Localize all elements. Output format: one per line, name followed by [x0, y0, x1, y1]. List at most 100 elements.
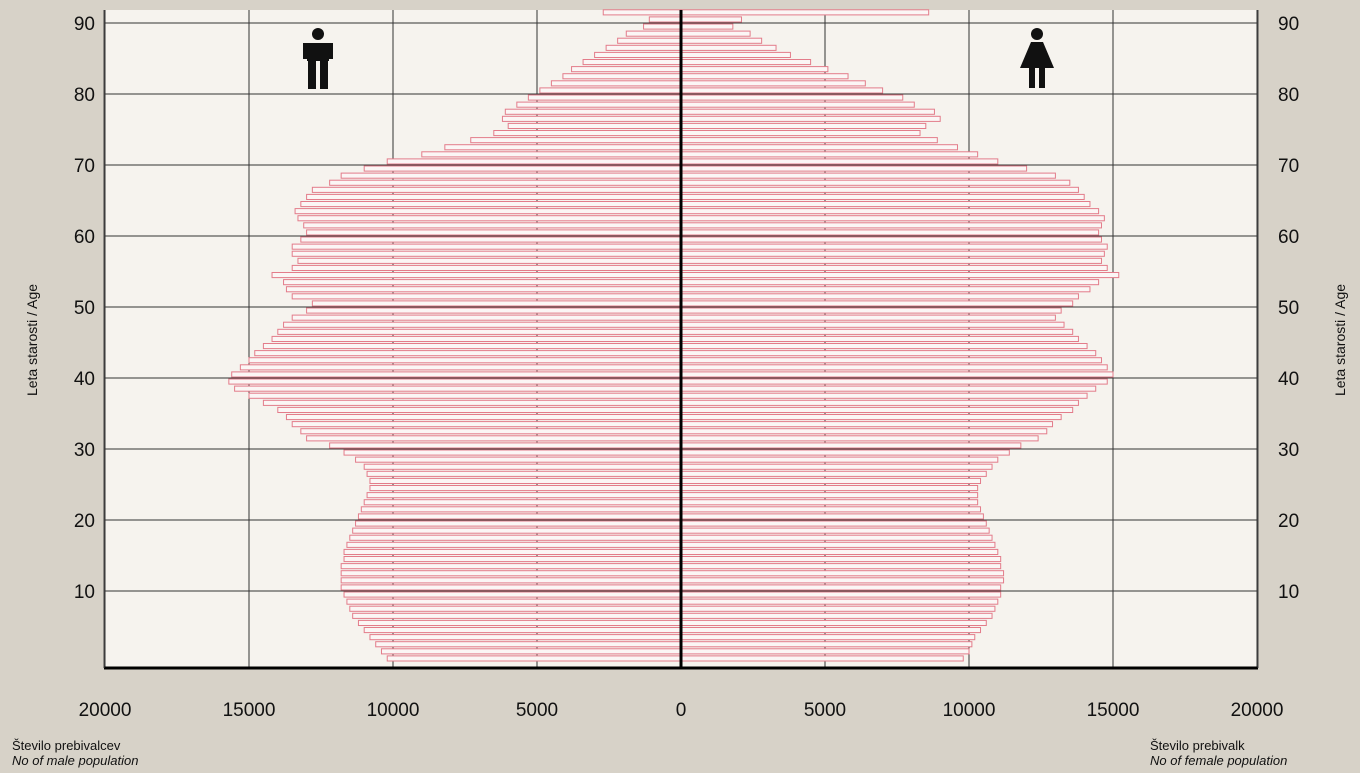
female-bar-age-57 [680, 250, 1105, 257]
male-bar-age-79 [527, 94, 682, 101]
female-bar-age-36 [680, 399, 1079, 406]
male-bar-age-84 [582, 59, 682, 66]
male-bar-age-74 [493, 130, 682, 137]
female-bar-age-56 [680, 257, 1102, 264]
y-tick-label-right: 30 [1278, 440, 1299, 461]
male-bar-age-44 [262, 343, 682, 350]
female-bar-age-86 [680, 44, 777, 51]
male-bar-age-75 [507, 122, 682, 130]
male-bar-age-55 [291, 264, 682, 271]
female-bar-age-69 [680, 165, 1028, 172]
male-bar-age-11 [340, 577, 682, 584]
male-bar-age-37 [248, 392, 682, 399]
female-bar-age-11 [680, 577, 1005, 584]
female-bar-age-49 [680, 307, 1062, 314]
male-bar-age-67 [329, 179, 682, 186]
male-bar-age-50 [311, 300, 682, 307]
male-bar-age-8 [346, 598, 682, 605]
female-bar-age-26 [680, 470, 987, 477]
male-bar-age-69 [363, 165, 682, 172]
male-bar-age-2 [375, 641, 682, 648]
male-bar-age-58 [291, 243, 682, 250]
y-tick-label-left: 90 [74, 14, 95, 35]
female-bar-age-24 [680, 485, 979, 492]
gender-icons [303, 28, 1054, 89]
female-bar-age-40 [680, 371, 1114, 378]
female-bar-age-54 [680, 272, 1120, 279]
tick-labels: 20000 15000 10000 5000 0 5000 10000 15000 20000 1… [74, 14, 1299, 721]
female-bar-age-64 [680, 201, 1091, 208]
female-bar-age-88 [680, 30, 751, 37]
male-caption-sl: Število prebivalcev [12, 738, 121, 753]
male-bar-age-66 [311, 186, 682, 193]
female-bar-age-52 [680, 286, 1091, 293]
male-bar-age-56 [297, 257, 682, 264]
female-bar-age-37 [680, 392, 1088, 399]
y-tick-label-left: 70 [74, 156, 95, 177]
male-bar-age-68 [340, 172, 682, 179]
female-bar-age-70 [680, 158, 999, 165]
y-axis-title-right: Leta starosti / Age [1332, 284, 1348, 396]
male-bar-age-34 [285, 414, 682, 421]
male-bar-age-42 [248, 357, 682, 364]
male-bar-age-15 [343, 548, 682, 556]
male-bar-age-35 [277, 406, 682, 413]
male-bar-age-76 [501, 115, 682, 122]
female-bar-age-47 [680, 321, 1065, 328]
male-bar-age-73 [470, 137, 682, 144]
female-bar-age-23 [680, 492, 979, 499]
female-bar-age-67 [680, 179, 1071, 186]
female-bar-age-15 [680, 548, 999, 556]
female-bar-age-21 [680, 506, 982, 513]
female-bar-age-55 [680, 264, 1108, 271]
female-bar-age-7 [680, 605, 996, 612]
y-tick-label-left: 50 [74, 298, 95, 319]
female-bar-age-85 [680, 51, 791, 59]
female-bar-age-17 [680, 534, 993, 541]
male-bar-age-26 [366, 470, 682, 477]
y-tick-label-left: 80 [74, 85, 95, 106]
male-bar-age-88 [625, 30, 682, 37]
male-bar-age-41 [239, 364, 682, 371]
male-bar-age-14 [343, 556, 682, 563]
male-bar-age-46 [277, 328, 682, 335]
x-tick-label: 20000 [79, 700, 132, 721]
female-bar-age-42 [680, 357, 1102, 364]
female-bar-age-3 [680, 634, 976, 641]
female-bar-age-4 [680, 627, 982, 634]
female-bar-age-63 [680, 208, 1100, 215]
male-bar-age-10 [340, 584, 682, 591]
x-tick-label: 15000 [223, 700, 276, 721]
male-bar-age-57 [291, 250, 682, 257]
male-bar-age-36 [262, 399, 682, 406]
male-bar-age-16 [346, 541, 682, 548]
male-bar-age-48 [291, 314, 682, 321]
male-bar-age-62 [297, 215, 682, 222]
male-bar-age-28 [355, 456, 682, 463]
male-bar-age-40 [231, 371, 682, 378]
female-bar-age-89 [680, 23, 734, 30]
female-bar-age-68 [680, 172, 1056, 179]
male-bar-age-13 [340, 563, 682, 570]
male-bar-age-71 [421, 151, 682, 158]
male-bar-age-20 [357, 513, 682, 520]
female-bar-age-77 [680, 108, 935, 115]
male-bar-age-63 [294, 208, 682, 215]
male-bar-age-89 [643, 23, 682, 30]
male-bar-age-51 [291, 293, 682, 300]
female-bar-age-60 [680, 229, 1100, 236]
female-bar-age-76 [680, 115, 941, 122]
female-bar-age-10 [680, 584, 1002, 591]
x-tick-label: 20000 [1231, 700, 1284, 721]
male-bar-age-6 [352, 612, 682, 619]
female-bar-age-9 [680, 591, 1002, 598]
y-tick-label-right: 80 [1278, 85, 1299, 106]
male-bar-age-5 [357, 619, 682, 627]
female-bar-age-43 [680, 350, 1097, 357]
male-bar-age-23 [366, 492, 682, 499]
male-bar-age-65 [306, 193, 682, 200]
male-bar-age-59 [300, 236, 682, 243]
y-tick-label-right: 50 [1278, 298, 1299, 319]
male-bar-age-39 [228, 378, 682, 385]
male-bar-age-87 [617, 37, 682, 44]
